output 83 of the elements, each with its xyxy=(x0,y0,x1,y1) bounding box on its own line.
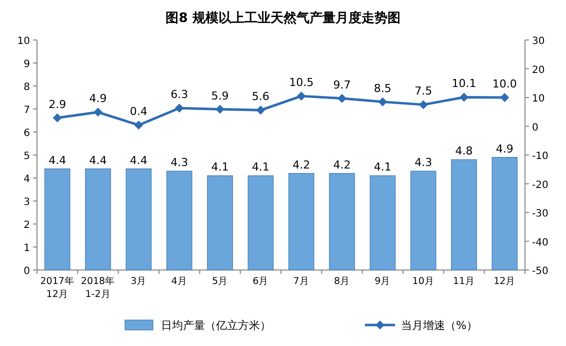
legend-label: 日均产量（亿立方米） xyxy=(161,319,271,332)
data-label: 5.6 xyxy=(252,90,270,104)
bar xyxy=(410,170,436,270)
x-tick-label: 4月 xyxy=(171,276,188,287)
data-label: 4.2 xyxy=(333,158,351,172)
y-tick-label: 6 xyxy=(24,128,30,139)
point xyxy=(52,113,62,122)
data-label: 4.9 xyxy=(496,142,514,156)
point xyxy=(174,104,184,113)
y2-tick-label: 0 xyxy=(532,122,538,134)
data-label: 10.0 xyxy=(492,78,517,90)
x-tick-label: 2017年 12月 xyxy=(40,275,74,300)
data-label: 4.8 xyxy=(455,144,473,158)
bar xyxy=(451,159,477,270)
data-label: 4.1 xyxy=(252,160,270,174)
y-tick-label: 7 xyxy=(24,105,30,116)
point xyxy=(500,93,510,102)
x-tick-label: 12月 xyxy=(494,276,516,287)
y-tick-label: 3 xyxy=(24,197,30,208)
y-tick-label: 1 xyxy=(24,243,30,254)
y2-tick-label: -30 xyxy=(532,208,548,220)
bar xyxy=(207,175,233,270)
y2-tick-label: 10 xyxy=(532,94,545,104)
x-tick-label: 8月 xyxy=(334,276,350,287)
data-label: 4.4 xyxy=(48,154,66,167)
y2-tick-label: 20 xyxy=(532,64,545,76)
point xyxy=(460,92,468,102)
data-label: 4.2 xyxy=(292,158,310,172)
bar xyxy=(166,170,192,270)
y-tick-label: 2 xyxy=(24,220,30,231)
y2-tick-label: 30 xyxy=(532,36,545,47)
x-tick-label: 6月 xyxy=(252,276,269,287)
bar xyxy=(288,173,314,270)
point xyxy=(134,120,144,130)
x-tick-label: 11月 xyxy=(452,276,476,287)
y-tick-label: 0 xyxy=(24,266,30,277)
point xyxy=(418,100,428,110)
bar xyxy=(329,173,355,270)
bar xyxy=(370,175,396,270)
point xyxy=(216,104,224,114)
y-tick-label: 10 xyxy=(17,36,30,47)
point xyxy=(338,94,346,103)
y2-tick-label: -10 xyxy=(532,151,548,162)
x-tick-label: 7月 xyxy=(293,276,310,287)
bar xyxy=(44,168,70,270)
title: 图8 规模以上工业天然气产量月度走势图 xyxy=(166,11,400,26)
data-label: 2.9 xyxy=(48,98,66,111)
point xyxy=(378,97,388,106)
data-label: 7.5 xyxy=(414,84,432,98)
legend-label: 当月增速（%） xyxy=(401,319,478,332)
point xyxy=(256,106,266,115)
data-label: 5.9 xyxy=(211,89,229,102)
data-label: 4.4 xyxy=(89,154,107,167)
data-label: 4.1 xyxy=(374,160,392,174)
y-tick-label: 8 xyxy=(24,82,30,93)
data-label: 10.1 xyxy=(452,77,476,90)
data-label: 9.7 xyxy=(333,78,351,92)
bar xyxy=(248,175,274,270)
data-label: 0.4 xyxy=(130,105,148,118)
data-label: 8.5 xyxy=(374,82,392,95)
bar xyxy=(126,168,152,270)
point xyxy=(94,108,102,117)
y2-tick-label: -50 xyxy=(532,266,548,277)
data-label: 4.3 xyxy=(414,156,432,170)
data-label: 4.4 xyxy=(130,154,148,167)
y2-tick-label: -40 xyxy=(532,237,548,248)
y-tick-label: 4 xyxy=(24,174,30,185)
data-label: 6.3 xyxy=(170,88,188,102)
x-tick-label: 3月 xyxy=(130,276,147,287)
point xyxy=(296,92,306,101)
x-tick-label: 5月 xyxy=(212,276,228,287)
bar xyxy=(492,157,518,270)
data-label: 4.9 xyxy=(89,92,107,106)
x-tick-label: 10月 xyxy=(412,276,434,287)
x-tick-label: 9月 xyxy=(374,276,391,287)
data-label: 4.1 xyxy=(211,160,229,174)
bar xyxy=(85,168,111,270)
x-tick-label: 2018年 1-2月 xyxy=(80,275,116,300)
data-label: 4.3 xyxy=(170,156,188,170)
data-label: 10.5 xyxy=(289,76,314,90)
y2-tick-label: -20 xyxy=(532,180,548,191)
y-tick-label: 9 xyxy=(24,59,30,70)
y-tick-label: 5 xyxy=(24,151,30,162)
